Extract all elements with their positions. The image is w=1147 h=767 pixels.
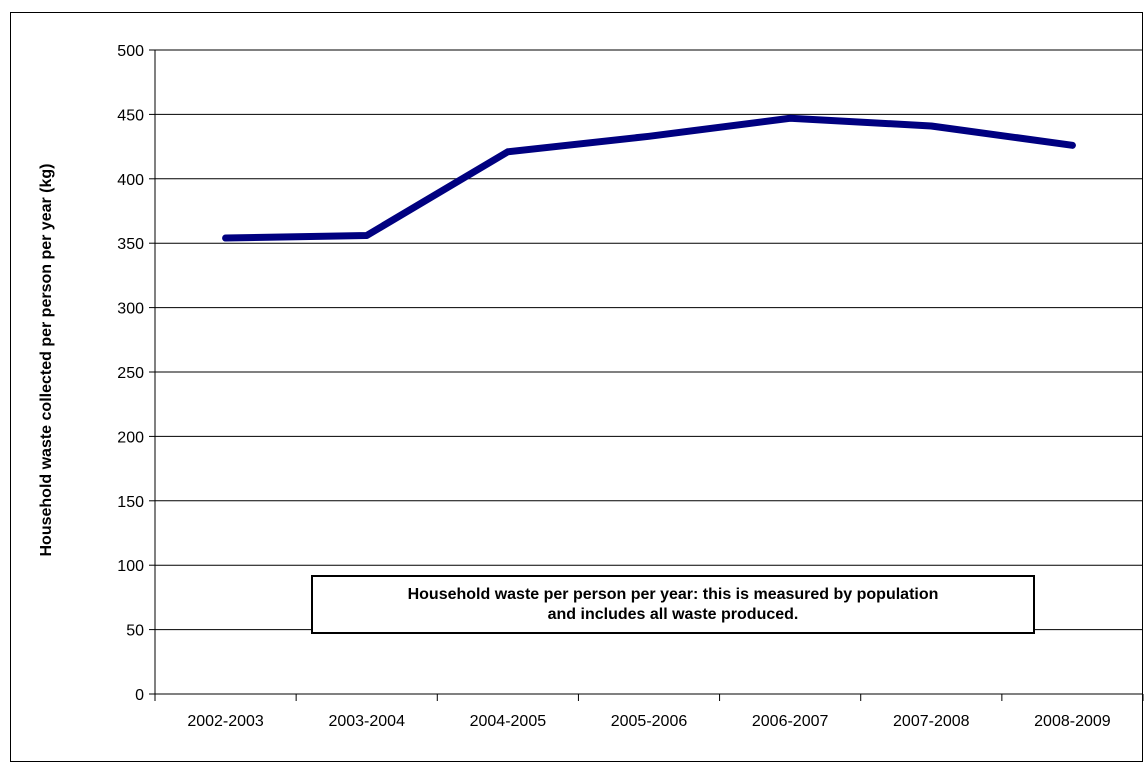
y-axis-title: Household waste collected per person per… <box>38 164 55 557</box>
data-point-2008-2009 <box>1071 144 1074 147</box>
y-tick-label-400: 400 <box>117 172 144 189</box>
data-point-2006-2007 <box>789 117 792 120</box>
x-tick-label-2007-2008: 2007-2008 <box>893 713 970 730</box>
y-tick-label-50: 50 <box>126 623 144 640</box>
data-point-2002-2003 <box>224 237 227 240</box>
axes <box>149 49 1144 701</box>
y-tick-label-450: 450 <box>117 107 144 124</box>
x-tick-label-2006-2007: 2006-2007 <box>752 713 829 730</box>
data-point-2007-2008 <box>930 124 933 127</box>
y-tick-label-300: 300 <box>117 301 144 318</box>
x-tick-labels: 2002-2003 2003-2004 2004-2005 2005-2006 2006… <box>187 713 1110 730</box>
data-point-2003-2004 <box>365 234 368 237</box>
annotation-line-2: and includes all waste produced. <box>547 605 799 623</box>
data-point-2004-2005 <box>506 150 509 153</box>
y-tick-label-250: 250 <box>117 365 144 382</box>
y-tick-label-100: 100 <box>117 558 144 575</box>
x-tick-label-2008-2009: 2008-2009 <box>1034 713 1111 730</box>
x-tick-label-2002-2003: 2002-2003 <box>187 713 264 730</box>
data-point-2005-2006 <box>648 135 650 138</box>
annotation-line-1: Household waste per person per year: thi… <box>407 585 939 603</box>
y-tick-label-350: 350 <box>117 236 144 253</box>
y-tick-label-500: 500 <box>117 43 144 60</box>
annotation-box: Household waste per person per year: thi… <box>311 575 1035 634</box>
x-tick-label-2005-2006: 2005-2006 <box>611 713 688 730</box>
y-tick-labels: 0 50 100 150 200 250 300 350 400 450 500 <box>117 43 144 704</box>
x-tick-label-2004-2005: 2004-2005 <box>470 713 547 730</box>
y-tick-label-200: 200 <box>117 429 144 446</box>
y-tick-label-0: 0 <box>135 687 144 704</box>
series-lines <box>222 114 1076 242</box>
x-tick-label-2003-2004: 2003-2004 <box>328 713 405 730</box>
y-tick-label-150: 150 <box>117 494 144 511</box>
chart-frame <box>10 12 1143 762</box>
